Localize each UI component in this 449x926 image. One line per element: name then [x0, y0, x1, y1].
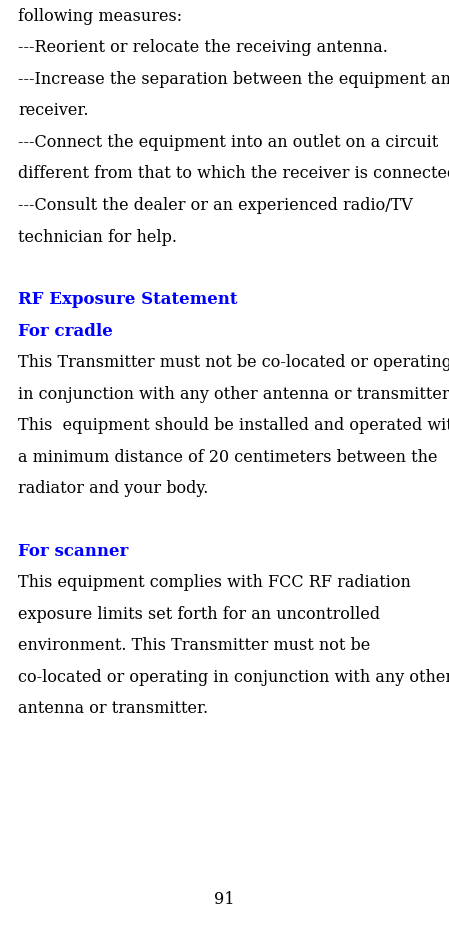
Text: For cradle: For cradle	[18, 322, 113, 340]
Text: exposure limits set forth for an uncontrolled: exposure limits set forth for an uncontr…	[18, 606, 380, 622]
Text: This Transmitter must not be co-located or operating: This Transmitter must not be co-located …	[18, 354, 449, 371]
Text: This equipment complies with FCC RF radiation: This equipment complies with FCC RF radi…	[18, 574, 411, 591]
Text: ---Consult the dealer or an experienced radio/TV: ---Consult the dealer or an experienced …	[18, 197, 413, 214]
Text: ---Reorient or relocate the receiving antenna.: ---Reorient or relocate the receiving an…	[18, 40, 388, 56]
Text: antenna or transmitter.: antenna or transmitter.	[18, 700, 208, 717]
Text: different from that to which the receiver is connected.: different from that to which the receive…	[18, 166, 449, 182]
Text: This  equipment should be installed and operated with: This equipment should be installed and o…	[18, 417, 449, 434]
Text: following measures:: following measures:	[18, 8, 182, 25]
Text: ---Connect the equipment into an outlet on a circuit: ---Connect the equipment into an outlet …	[18, 134, 438, 151]
Text: RF Exposure Statement: RF Exposure Statement	[18, 291, 238, 308]
Text: a minimum distance of 20 centimeters between the: a minimum distance of 20 centimeters bet…	[18, 448, 437, 466]
Text: For scanner: For scanner	[18, 543, 128, 559]
Text: environment. This Transmitter must not be: environment. This Transmitter must not b…	[18, 637, 370, 654]
Text: 91: 91	[214, 891, 235, 908]
Text: radiator and your body.: radiator and your body.	[18, 480, 208, 497]
Text: co-located or operating in conjunction with any other: co-located or operating in conjunction w…	[18, 669, 449, 685]
Text: technician for help.: technician for help.	[18, 229, 177, 245]
Text: ---Increase the separation between the equipment and: ---Increase the separation between the e…	[18, 71, 449, 88]
Text: in conjunction with any other antenna or transmitter.: in conjunction with any other antenna or…	[18, 385, 449, 403]
Text: receiver.: receiver.	[18, 103, 88, 119]
